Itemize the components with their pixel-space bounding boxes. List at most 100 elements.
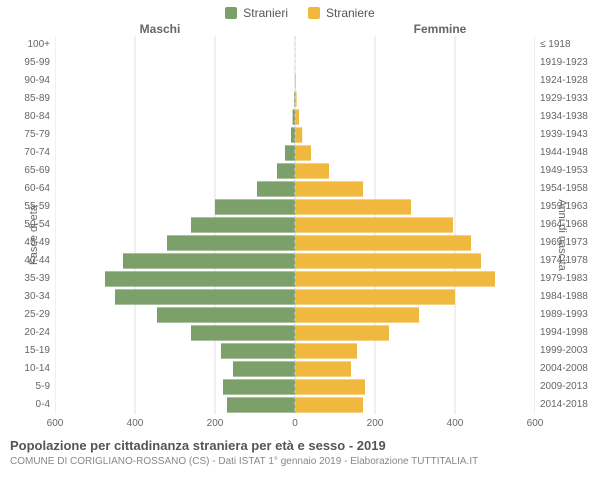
bar-female	[295, 271, 495, 286]
age-tick: 25-29	[0, 310, 50, 320]
bar-female	[295, 181, 363, 196]
age-tick: 90-94	[0, 76, 50, 86]
bar-female	[295, 379, 365, 394]
x-tick: 400	[127, 418, 144, 429]
bar-male	[115, 289, 295, 304]
birth-tick: 2009-2013	[540, 382, 600, 392]
age-tick: 50-54	[0, 220, 50, 230]
bar-female	[295, 397, 363, 412]
age-tick: 20-24	[0, 328, 50, 338]
birth-tick: 1959-1963	[540, 202, 600, 212]
birth-tick: 1939-1943	[540, 130, 600, 140]
bar-female	[295, 253, 481, 268]
swatch-male	[225, 7, 237, 19]
bar-female	[295, 163, 329, 178]
age-tick: 55-59	[0, 202, 50, 212]
age-tick: 85-89	[0, 94, 50, 104]
bar-female	[295, 343, 357, 358]
age-tick: 65-69	[0, 166, 50, 176]
x-tick: 600	[47, 418, 64, 429]
bar-male	[221, 343, 295, 358]
age-tick: 30-34	[0, 292, 50, 302]
bar-male	[215, 199, 295, 214]
age-tick: 40-44	[0, 256, 50, 266]
birth-tick: 1999-2003	[540, 346, 600, 356]
birth-tick: 1979-1983	[540, 274, 600, 284]
age-tick: 45-49	[0, 238, 50, 248]
x-axis-ticks: 6004002000200400600	[55, 418, 535, 432]
birth-tick: 1974-1978	[540, 256, 600, 266]
legend-item-female: Straniere	[308, 6, 375, 20]
bar-male	[191, 325, 295, 340]
birth-tick: 1994-1998	[540, 328, 600, 338]
age-tick: 95-99	[0, 58, 50, 68]
legend: Stranieri Straniere	[0, 0, 600, 22]
bar-male	[277, 163, 295, 178]
bar-male	[291, 127, 295, 142]
chart-subtitle: COMUNE DI CORIGLIANO-ROSSANO (CS) - Dati…	[10, 455, 590, 468]
header-male: Maschi	[0, 22, 260, 36]
x-tick: 600	[527, 418, 544, 429]
bar-male	[105, 271, 295, 286]
header-female: Femmine	[340, 22, 600, 36]
age-tick: 5-9	[0, 382, 50, 392]
birth-tick: 1929-1933	[540, 94, 600, 104]
birth-tick: 1949-1953	[540, 166, 600, 176]
bar-male	[167, 235, 295, 250]
legend-label-male: Stranieri	[243, 6, 288, 20]
bar-male	[191, 217, 295, 232]
birth-tick: 1964-1968	[540, 220, 600, 230]
bar-female	[295, 325, 389, 340]
bar-male	[157, 307, 295, 322]
chart-title: Popolazione per cittadinanza straniera p…	[10, 438, 590, 455]
column-headers: Maschi Femmine	[0, 22, 600, 36]
bars-container	[55, 36, 535, 414]
age-tick: 70-74	[0, 148, 50, 158]
legend-label-female: Straniere	[326, 6, 375, 20]
birth-tick: 2014-2018	[540, 400, 600, 410]
bar-male	[233, 361, 295, 376]
birth-tick: 1944-1948	[540, 148, 600, 158]
bar-male	[123, 253, 295, 268]
x-tick: 200	[367, 418, 384, 429]
bars-svg	[55, 36, 535, 414]
birth-tick: 1924-1928	[540, 76, 600, 86]
birth-tick: 1984-1988	[540, 292, 600, 302]
bar-female	[295, 361, 351, 376]
bar-male	[257, 181, 295, 196]
legend-item-male: Stranieri	[225, 6, 288, 20]
bar-female	[295, 127, 302, 142]
bar-female	[295, 217, 453, 232]
swatch-female	[308, 7, 320, 19]
age-tick: 15-19	[0, 346, 50, 356]
age-tick: 0-4	[0, 400, 50, 410]
birth-tick: 1989-1993	[540, 310, 600, 320]
plot-area: Fasce di età Anni di nascita 100+95-9990…	[0, 36, 600, 434]
x-tick: 400	[447, 418, 464, 429]
bar-male	[227, 397, 295, 412]
birth-tick: 1954-1958	[540, 184, 600, 194]
age-tick: 60-64	[0, 184, 50, 194]
age-tick: 80-84	[0, 112, 50, 122]
birth-tick: 1969-1973	[540, 238, 600, 248]
x-tick: 0	[292, 418, 298, 429]
bar-female	[295, 109, 299, 124]
birth-tick: ≤ 1918	[540, 40, 600, 50]
bar-female	[295, 307, 419, 322]
chart-footer: Popolazione per cittadinanza straniera p…	[0, 434, 600, 468]
birth-tick: 1934-1938	[540, 112, 600, 122]
bar-female	[295, 145, 311, 160]
bar-female	[295, 289, 455, 304]
age-tick: 35-39	[0, 274, 50, 284]
birth-tick: 2004-2008	[540, 364, 600, 374]
bar-male	[285, 145, 295, 160]
birth-tick: 1919-1923	[540, 58, 600, 68]
bar-male	[223, 379, 295, 394]
age-tick: 100+	[0, 40, 50, 50]
x-tick: 200	[207, 418, 224, 429]
age-tick: 75-79	[0, 130, 50, 140]
age-tick: 10-14	[0, 364, 50, 374]
bar-female	[295, 235, 471, 250]
bar-female	[295, 199, 411, 214]
population-pyramid-chart: Stranieri Straniere Maschi Femmine Fasce…	[0, 0, 600, 500]
